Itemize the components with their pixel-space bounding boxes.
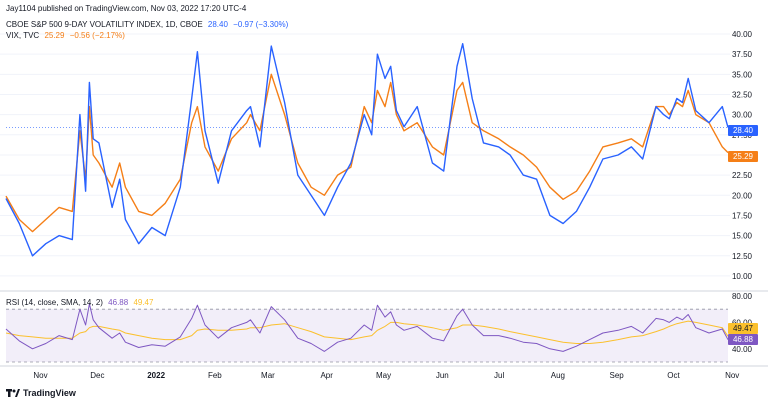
legend-vix-name: VIX, TVC [6,31,40,40]
rsi-sma-line [5,320,729,344]
time-tick-label: Nov [33,371,47,380]
price-tag-rsi-sma: 49.47 [728,323,758,334]
tradingview-brand: TradingView [23,388,76,398]
price-tick-label: 35.00 [732,70,753,79]
legend-rsi[interactable]: RSI (14, close, SMA, 14, 2) 46.88 49.47 [6,298,156,307]
price-tick-label: 10.00 [732,272,753,281]
legend-rsi-sma-value: 49.47 [133,298,154,307]
price-tick-label: 20.00 [732,191,753,200]
price-tick-label: 32.50 [732,90,753,99]
time-tick-label: Oct [667,371,680,380]
series-line [5,73,729,233]
price-tick-label: 17.50 [732,211,753,220]
tradingview-icon [6,389,20,397]
legend-vix-value: 25.29 [44,31,65,40]
time-tick-label: 2022 [147,371,165,380]
legend-rsi-name: RSI (14, close, SMA, 14, 2) [6,298,103,307]
rsi-tick-label: 60.00 [732,318,753,327]
publisher-line: Jay1104 published on TradingView.com, No… [6,4,247,13]
price-tick-label: 37.50 [732,50,753,59]
rsi-series [5,303,729,352]
time-tick-label: Jun [436,371,449,380]
legend-vix9d[interactable]: CBOE S&P 500 9-DAY VOLATILITY INDEX, 1D,… [6,20,291,29]
time-tick-label: Mar [261,371,275,380]
legend-vix9d-name: CBOE S&P 500 9-DAY VOLATILITY INDEX, 1D,… [6,20,203,29]
price-tag-vix9d: 28.40 [728,125,758,136]
legend-vix9d-change: −0.97 (−3.30%) [233,20,289,29]
rsi-tick-label: 40.00 [732,345,753,354]
legend-vix9d-value: 28.40 [207,20,228,29]
rsi-axis[interactable]: 40.00 60.00 80.00 [732,292,753,354]
time-tick-label: Feb [208,371,222,380]
time-tick-label: Apr [320,371,333,380]
series-line [5,43,729,257]
time-tick-label: Nov [725,371,739,380]
price-tick-label: 40.00 [732,30,753,39]
rsi-tick-label: 80.00 [732,292,753,301]
legend-rsi-value: 46.88 [108,298,129,307]
rsi-line [5,303,729,352]
legend-vix[interactable]: VIX, TVC 25.29 −0.56 (−2.17%) [6,31,128,40]
price-tick-label: 12.50 [732,252,753,261]
price-tick-label: 22.50 [732,171,753,180]
price-tick-label: 15.00 [732,232,753,241]
price-series [5,43,729,257]
time-tick-label: Sep [609,371,624,380]
tradingview-logo[interactable]: TradingView [6,388,76,398]
legend-vix-change: −0.56 (−2.17%) [69,31,125,40]
time-axis[interactable]: Nov Dec 2022 Feb Mar Apr May Jun Jul Aug Sep Oct Nov [0,365,768,380]
price-tag-rsi: 46.88 [728,334,758,345]
time-tick-label: Dec [90,371,104,380]
time-tick-label: Jul [494,371,504,380]
price-tick-label: 30.00 [732,111,753,120]
time-tick-label: Aug [551,371,565,380]
rsi-band [6,309,728,362]
time-tick-label: May [376,371,391,380]
price-pane-grid [0,33,730,277]
price-tag-vix: 25.29 [728,151,758,162]
rsi-pane-grid [0,290,768,363]
